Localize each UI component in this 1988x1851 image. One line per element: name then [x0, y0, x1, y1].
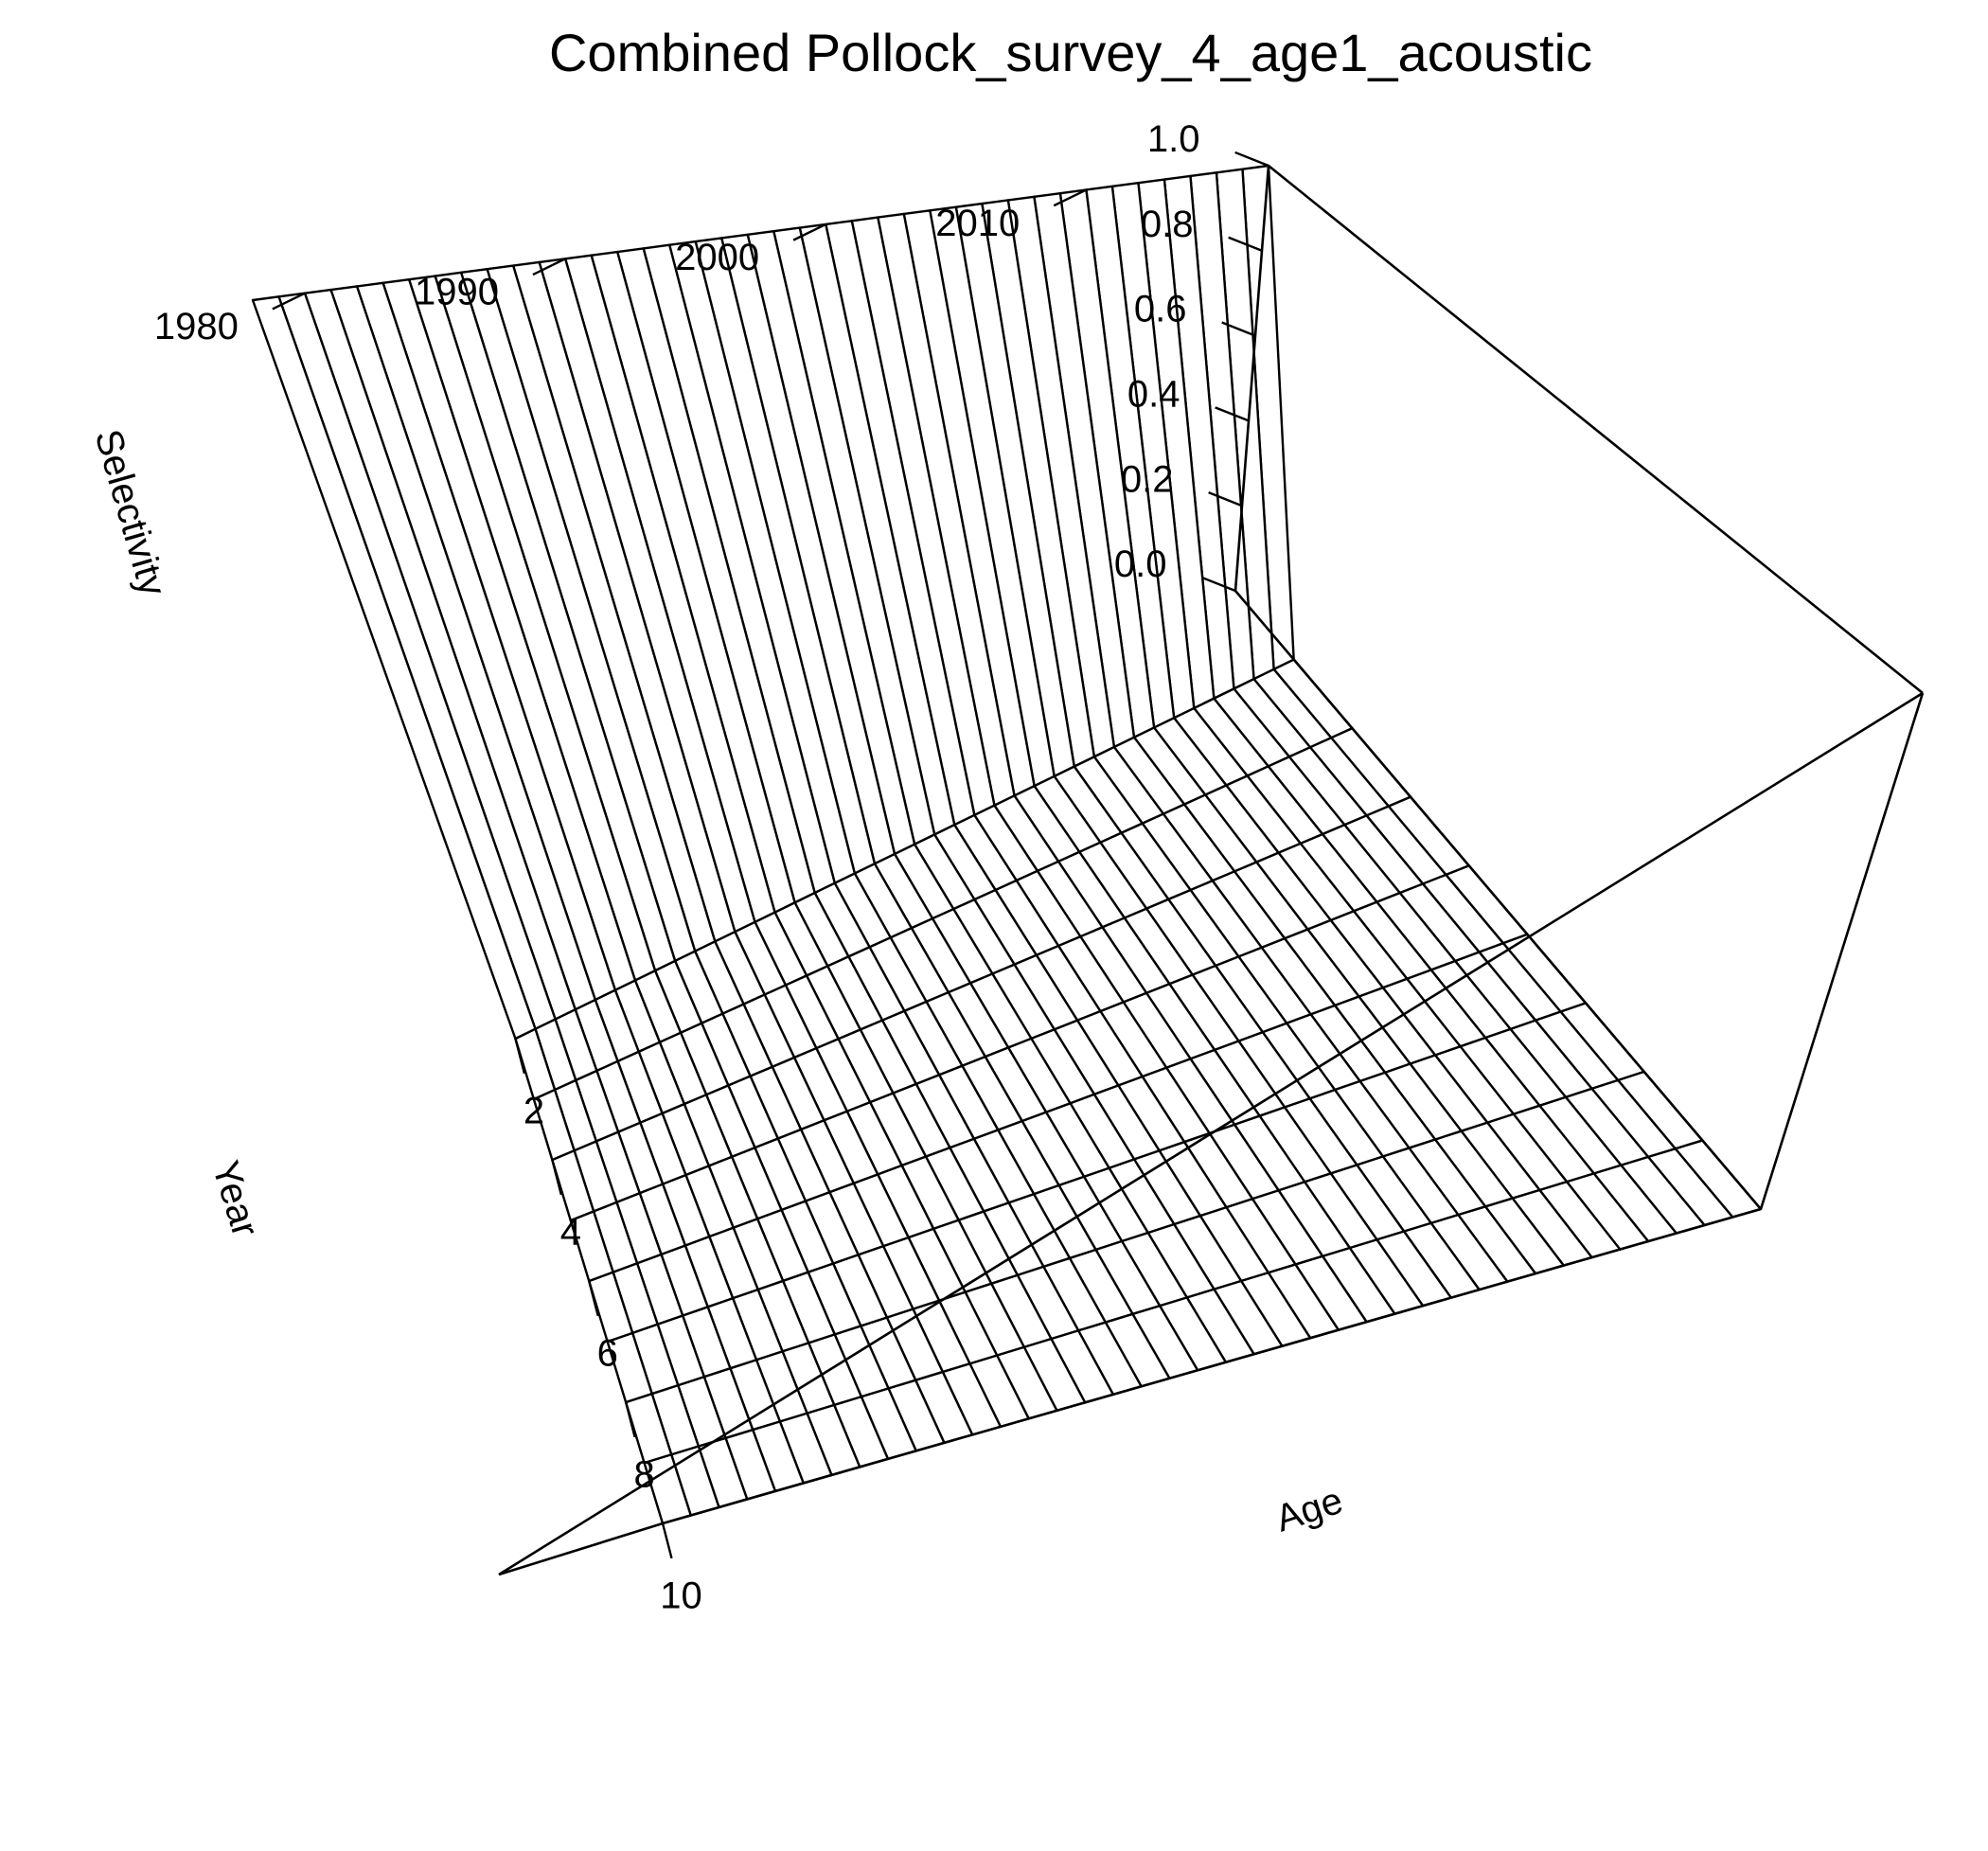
- y-axis-tick-label: 2000: [675, 237, 759, 278]
- z-axis-tick: [1228, 236, 1263, 252]
- z-axis-tick-label: 0.0: [1114, 543, 1167, 585]
- x-axis-tick: [514, 1038, 526, 1075]
- x-axis-tick-label: 8: [633, 1454, 654, 1496]
- y-axis-tick: [792, 222, 826, 241]
- box-edge: [1234, 165, 1270, 592]
- box-edge: [1268, 164, 1924, 695]
- box-edge: [498, 691, 1924, 1576]
- box-edge: [1234, 590, 1762, 1210]
- z-axis-tick-label: 0.4: [1127, 374, 1180, 416]
- x-axis-tick: [624, 1401, 636, 1438]
- x-axis-label: Age: [1270, 1480, 1347, 1540]
- x-axis-tick-label: 10: [660, 1575, 702, 1617]
- z-axis-tick-label: 1.0: [1147, 118, 1200, 160]
- selectivity-surface: [251, 164, 1763, 1525]
- y-axis-tick-label: 2010: [935, 203, 1020, 244]
- box-edge: [498, 1522, 664, 1576]
- z-axis-tick-label: 0.6: [1134, 289, 1187, 330]
- x-axis-tick: [661, 1522, 673, 1559]
- chart-title: Combined Pollock_survey_4_age1_acoustic: [549, 23, 1592, 82]
- box-edge: [1759, 692, 1925, 1210]
- x-axis-tick-label: 2: [524, 1091, 544, 1132]
- y-axis-tick-label: 1980: [154, 306, 239, 347]
- z-axis-label: Selectivity: [87, 425, 174, 600]
- z-axis-tick: [1215, 406, 1250, 422]
- y-axis-label: Year: [204, 1156, 267, 1241]
- z-axis-tick: [1208, 491, 1243, 507]
- z-axis-tick: [1201, 576, 1236, 593]
- x-axis-tick-label: 6: [597, 1333, 618, 1375]
- x-axis-tick: [551, 1159, 562, 1196]
- y-axis-tick: [272, 292, 306, 311]
- z-axis-tick: [1234, 151, 1269, 168]
- x-axis-tick-label: 4: [560, 1212, 581, 1254]
- box-edge: [662, 1207, 1762, 1525]
- z-axis-tick-label: 0.8: [1141, 204, 1194, 245]
- y-axis-tick-label: 1990: [415, 272, 499, 313]
- z-axis-tick-label: 0.2: [1121, 458, 1174, 500]
- axes: 2 4 6 8 10 1980 1990 2000 2010 0.0 0.2 0.4 0.6 0.8 1.0: [154, 118, 1269, 1617]
- front-box-edges: [498, 164, 1925, 1576]
- y-axis-tick: [1053, 188, 1087, 207]
- y-axis-tick: [532, 258, 566, 276]
- z-axis-tick: [1221, 321, 1256, 337]
- x-axis-tick: [588, 1280, 599, 1317]
